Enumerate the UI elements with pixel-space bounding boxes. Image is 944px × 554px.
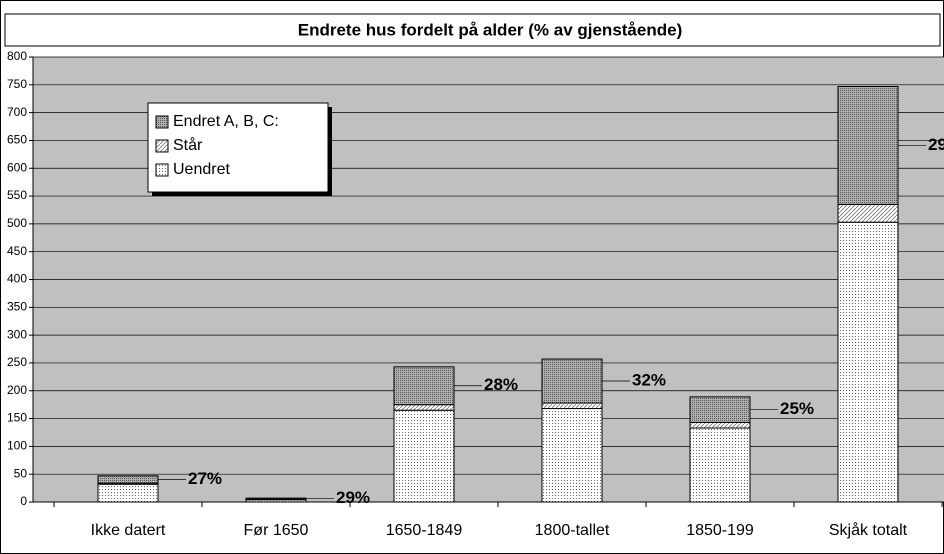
- y-tick-label: 400: [7, 272, 27, 286]
- y-tick-label: 800: [7, 49, 27, 63]
- bar-segment: [541, 408, 603, 503]
- legend-swatch: [155, 115, 169, 129]
- legend-label: Står: [173, 136, 203, 154]
- y-tick-label: 300: [7, 327, 27, 341]
- bar-segment: [97, 483, 159, 503]
- y-tick-label: 700: [7, 105, 27, 119]
- bar-segment: [393, 409, 455, 503]
- y-tick-label: 150: [7, 411, 27, 425]
- percent-label: 29%: [336, 488, 370, 507]
- bar-segment: [689, 396, 751, 423]
- y-tick-label: 750: [7, 77, 27, 91]
- legend-swatch: [155, 163, 169, 177]
- y-tick-label: 600: [7, 160, 27, 174]
- bar-segment: [837, 221, 899, 503]
- x-tick-label: Før 1650: [244, 522, 309, 539]
- percent-label: 32%: [632, 371, 666, 390]
- legend: [147, 102, 329, 193]
- bar-segment: [541, 358, 603, 404]
- percent-label: 25%: [780, 399, 814, 418]
- title-box: [4, 13, 941, 47]
- bar-segment: [245, 497, 307, 500]
- x-tick-label: Skjåk totalt: [829, 521, 908, 539]
- bar-segment: [393, 366, 455, 406]
- x-tick-label: Ikke datert: [91, 522, 166, 539]
- x-tick-label: 1650-1849: [386, 522, 463, 539]
- percent-label: 28%: [484, 375, 518, 394]
- x-tick-label: 1850-199: [686, 522, 754, 539]
- y-tick-label: 200: [7, 383, 27, 397]
- y-tick-label: 0: [20, 494, 27, 508]
- y-tick-label: 100: [7, 439, 27, 453]
- y-tick-label: 350: [7, 299, 27, 313]
- bar-segment: [689, 427, 751, 503]
- bar-segment: [393, 404, 455, 411]
- x-tick-label: 1800-tallet: [535, 522, 610, 539]
- bar-segment: [689, 421, 751, 429]
- bar-segment: [837, 85, 899, 205]
- y-tick-label: 250: [7, 355, 27, 369]
- bar-segment: [837, 203, 899, 223]
- legend-label: Uendret: [173, 161, 230, 178]
- legend-label: Endret A, B, C:: [173, 113, 279, 130]
- y-tick-label: 650: [7, 133, 27, 147]
- bar-segment: [541, 402, 603, 410]
- legend-swatch: [155, 139, 169, 153]
- percent-label: 27%: [188, 469, 222, 488]
- bar-segment: [97, 475, 159, 484]
- y-tick-label: 500: [7, 216, 27, 230]
- y-tick-label: 450: [7, 244, 27, 258]
- y-tick-label: 550: [7, 188, 27, 202]
- y-tick-label: 50: [14, 466, 28, 480]
- chart-title: Endrete hus fordelt på alder (% av gjens…: [298, 20, 682, 39]
- percent-label: 29%: [928, 135, 944, 154]
